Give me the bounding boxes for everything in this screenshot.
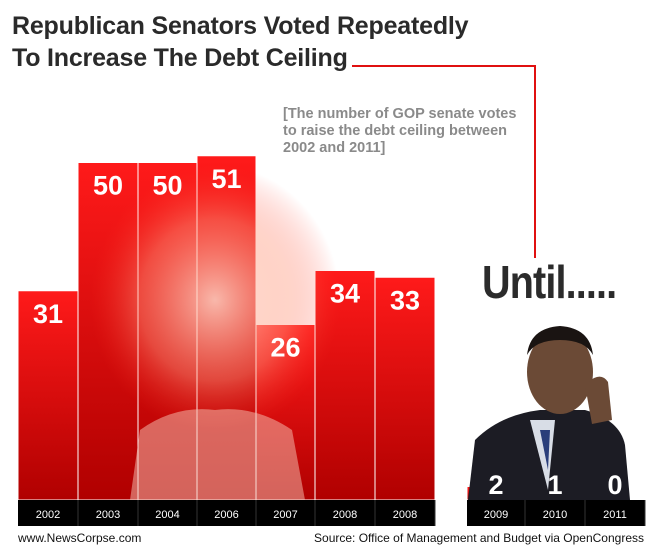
bar [17,290,79,501]
x-tick-label: 2009 [484,509,508,521]
right-portrait [468,326,630,500]
footer-website: www.NewsCorpse.com [18,531,142,545]
data-label: 33 [390,285,420,315]
chart-title-line-1: Republican Senators Voted Repeatedly [12,12,469,40]
x-tick-label: 2011 [603,509,627,521]
x-axis-band [467,500,645,526]
x-tick-label: 2008 [393,509,417,521]
until-annotation: Until..... [482,256,617,308]
x-axis-band [18,500,435,526]
data-label: 31 [33,299,63,329]
x-tick-label: 2006 [214,509,238,521]
x-tick-label: 2004 [155,509,179,521]
x-tick-label: 2003 [96,509,120,521]
connector-line [352,65,536,258]
data-label: 50 [152,171,182,201]
chart-title-line-2: To Increase The Debt Ceiling [12,44,348,72]
data-label: 50 [93,171,123,201]
x-tick-label: 2002 [36,509,60,521]
data-label: 0 [607,470,622,500]
data-label: 26 [270,333,300,363]
left-portrait-overlay [90,165,340,500]
data-label: 1 [547,470,562,500]
data-label: 2 [488,470,503,500]
x-tick-label: 2010 [543,509,567,521]
x-tick-label: 2008 [333,509,357,521]
x-tick-label: 2007 [273,509,297,521]
chart-subtitle: [The number of GOP senate votes to raise… [283,106,517,156]
data-label: 34 [330,279,360,309]
data-label: 51 [211,164,241,194]
footer: www.NewsCorpse.com Source: Office of Man… [0,526,660,550]
footer-source: Source: Office of Management and Budget … [314,531,644,545]
